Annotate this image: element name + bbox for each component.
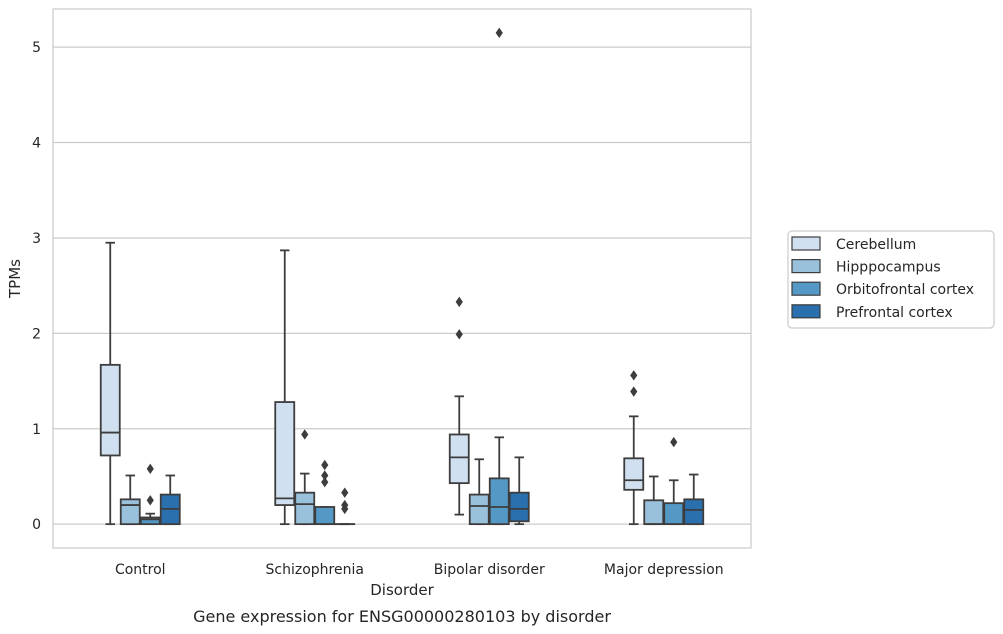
x-tick-label-control: Control [115, 562, 166, 578]
outlier-point [670, 436, 678, 448]
x-tick-label-schizophrenia: Schizophrenia [266, 562, 364, 578]
legend-frame [787, 230, 995, 329]
box-iqr [294, 491, 316, 526]
box-orbitofrontal-cortex-control [139, 463, 161, 526]
legend-item-prefrontal-cortex: Prefrontal cortex [791, 304, 953, 321]
legend-item-orbitofrontal-cortex: Orbitofrontal cortex [791, 281, 974, 298]
box-cerebellum-control [99, 241, 121, 526]
legend-label: Prefrontal cortex [836, 305, 953, 321]
outlier-point [321, 459, 329, 471]
outlier-point [301, 429, 309, 440]
legend-swatch [791, 304, 821, 319]
chart-caption: Gene expression for ENSG00000280103 by d… [193, 607, 611, 626]
box-iqr [314, 506, 336, 526]
box-iqr [683, 498, 705, 526]
box-cerebellum-schizophrenia [274, 249, 296, 526]
box-iqr [119, 498, 141, 526]
box-iqr [448, 433, 470, 485]
outlier-point [321, 470, 329, 481]
legend-swatch [791, 236, 821, 251]
outlier-point [146, 463, 154, 475]
x-tick-labels: Control Schizophrenia Bipolar disorder Majo… [115, 562, 724, 578]
box-iqr [468, 493, 490, 526]
legend-swatch [791, 259, 821, 274]
box-orbitofrontal-cortex-schizophrenia [314, 459, 336, 526]
outlier-point [146, 495, 154, 506]
y-tick-label-3: 3 [32, 231, 41, 247]
box-prefrontal-cortex-major-depression [683, 473, 705, 526]
box-iqr [274, 401, 296, 506]
box-iqr [488, 477, 510, 526]
box-cerebellum-bipolar-disorder [448, 296, 470, 516]
legend-swatch [791, 281, 821, 296]
box-prefrontal-cortex-bipolar-disorder [508, 456, 530, 526]
y-tick-label-1: 1 [32, 422, 41, 438]
outlier-point [341, 487, 349, 498]
outlier-point [495, 27, 503, 39]
box-iqr [643, 499, 665, 526]
legend-label: Cerebellum [836, 237, 916, 253]
x-axis-label: Disorder [370, 581, 434, 599]
outlier-point [455, 296, 463, 308]
box-iqr [663, 502, 685, 526]
box-iqr [508, 491, 530, 523]
outlier-point [341, 499, 349, 511]
box-hipppocampus-schizophrenia [294, 429, 316, 526]
box-iqr [623, 457, 645, 491]
box-cerebellum-major-depression [623, 370, 645, 526]
outlier-point [630, 370, 638, 381]
x-tick-label-major-depression: Major depression [604, 562, 724, 578]
legend-label: Orbitofrontal cortex [836, 282, 974, 298]
box-orbitofrontal-cortex-major-depression [663, 436, 685, 526]
box-prefrontal-cortex-control [159, 474, 181, 526]
box-hipppocampus-major-depression [643, 475, 665, 526]
legend: Cerebellum Hipppocampus Orbitofrontal cort… [787, 230, 995, 329]
legend-item-cerebellum: Cerebellum [791, 236, 916, 253]
plot-area-frame [52, 8, 752, 549]
outlier-point [455, 329, 463, 340]
y-tick-label-2: 2 [32, 326, 41, 342]
y-tick-label-4: 4 [32, 136, 41, 152]
box-hipppocampus-bipolar-disorder [468, 458, 490, 526]
box-orbitofrontal-cortex-bipolar-disorder [488, 27, 510, 526]
y-tick-label-0: 0 [32, 517, 41, 533]
box-hipppocampus-control [119, 474, 141, 526]
y-tick-label-5: 5 [32, 40, 41, 56]
box-prefrontal-cortex-schizophrenia [334, 487, 356, 526]
outlier-point [630, 386, 638, 397]
y-axis-label: TPMs [6, 259, 24, 299]
outlier-point [321, 476, 329, 488]
x-tick-label-bipolar-disorder: Bipolar disorder [434, 562, 545, 578]
grid-lines [53, 46, 751, 525]
box-layer [99, 27, 705, 526]
legend-item-hipppocampus: Hipppocampus [791, 259, 941, 276]
y-tick-labels: 0 1 2 3 4 5 [32, 40, 41, 533]
box-iqr [139, 516, 161, 526]
box-iqr [99, 363, 121, 457]
legend-label: Hipppocampus [836, 260, 941, 276]
